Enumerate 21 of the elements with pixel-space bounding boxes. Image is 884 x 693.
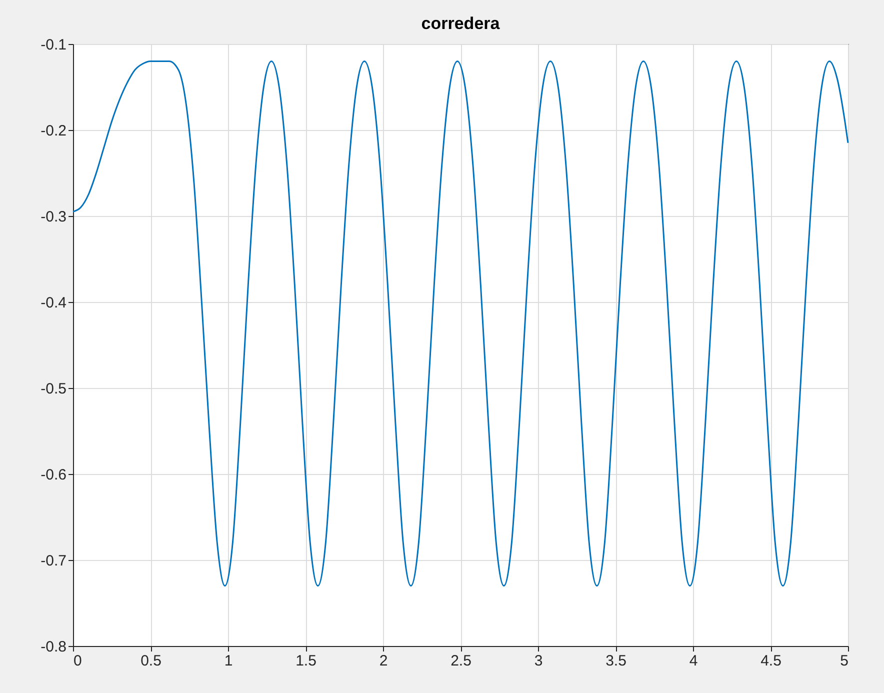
chart-title: corredera (421, 14, 500, 33)
x-tick-label: 1 (224, 652, 233, 670)
y-tick-label: -0.1 (40, 36, 66, 54)
x-tick-label: 2 (379, 652, 388, 670)
x-tick-label: 4 (689, 652, 698, 670)
x-tick-label: 5 (840, 652, 848, 670)
y-tick-label: -0.3 (40, 208, 66, 226)
y-tick-label: -0.5 (40, 380, 66, 398)
x-tick-label: 2.5 (450, 652, 472, 670)
y-tick-label: -0.8 (40, 638, 66, 656)
y-tick-label: -0.2 (40, 122, 66, 140)
x-tick-label: 0.5 (140, 652, 162, 670)
y-tick-label: -0.4 (40, 294, 66, 312)
x-tick-label: 3.5 (606, 652, 626, 670)
x-tick-label: 1.5 (296, 652, 316, 670)
x-tick-label: 4.5 (760, 652, 782, 670)
y-tick-label: -0.6 (40, 466, 66, 484)
x-tick-label: 0 (74, 652, 82, 670)
x-tick-label: 3 (534, 652, 543, 670)
line-series (72, 60, 849, 587)
y-tick-label: -0.7 (40, 552, 66, 570)
